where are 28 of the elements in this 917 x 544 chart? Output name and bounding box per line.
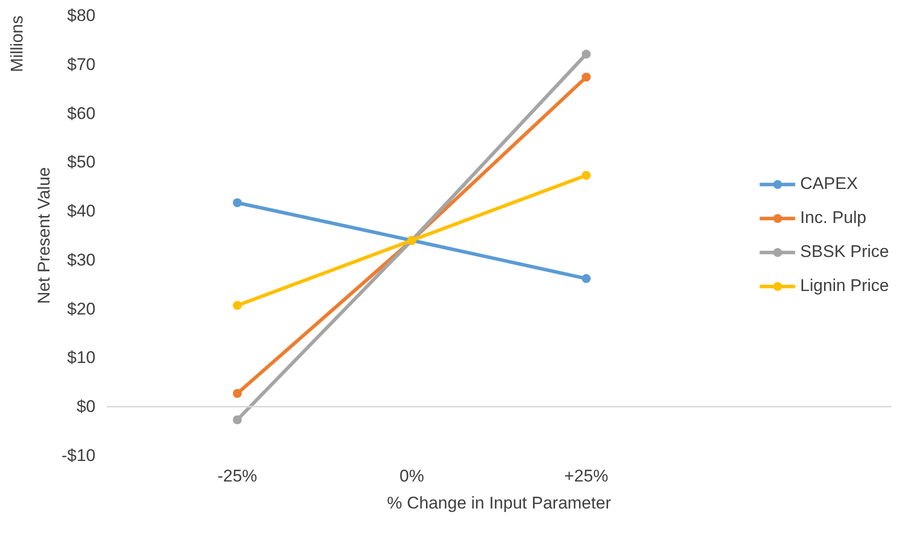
y-tick-label: $20	[67, 299, 96, 318]
point	[582, 274, 591, 284]
x-tick-label: +25%	[564, 466, 608, 486]
y-tick-label: $10	[67, 348, 96, 368]
y-tick-label: $30	[67, 250, 96, 270]
y-tick-label: $60	[67, 104, 96, 123]
point	[582, 170, 591, 180]
point	[582, 50, 591, 59]
text: Millions	[8, 15, 26, 72]
y-axis-title: Net Present Value	[34, 167, 54, 304]
y-tick-label: $80	[67, 6, 96, 25]
legend-label: SBSK Price	[800, 242, 889, 262]
x-axis-title: % Change in Input Parameter	[387, 494, 612, 512]
x-tick-label: -25%	[217, 466, 258, 486]
point	[232, 415, 242, 424]
legend-label: Lignin Price	[800, 276, 889, 296]
point	[232, 300, 242, 310]
y-tick-label: -$10	[61, 446, 96, 465]
y-tick-label: $40	[67, 202, 96, 221]
y-tick-label: $50	[67, 152, 96, 172]
point	[232, 388, 242, 398]
legend-label: Inc. Pulp	[800, 208, 866, 228]
legend-label: CAPEX	[800, 174, 858, 194]
point	[232, 198, 242, 208]
y-tick-label: $70	[67, 54, 96, 74]
y-tick-label: $0	[76, 397, 96, 416]
point	[582, 72, 591, 82]
x-tick-label: 0%	[399, 466, 424, 486]
